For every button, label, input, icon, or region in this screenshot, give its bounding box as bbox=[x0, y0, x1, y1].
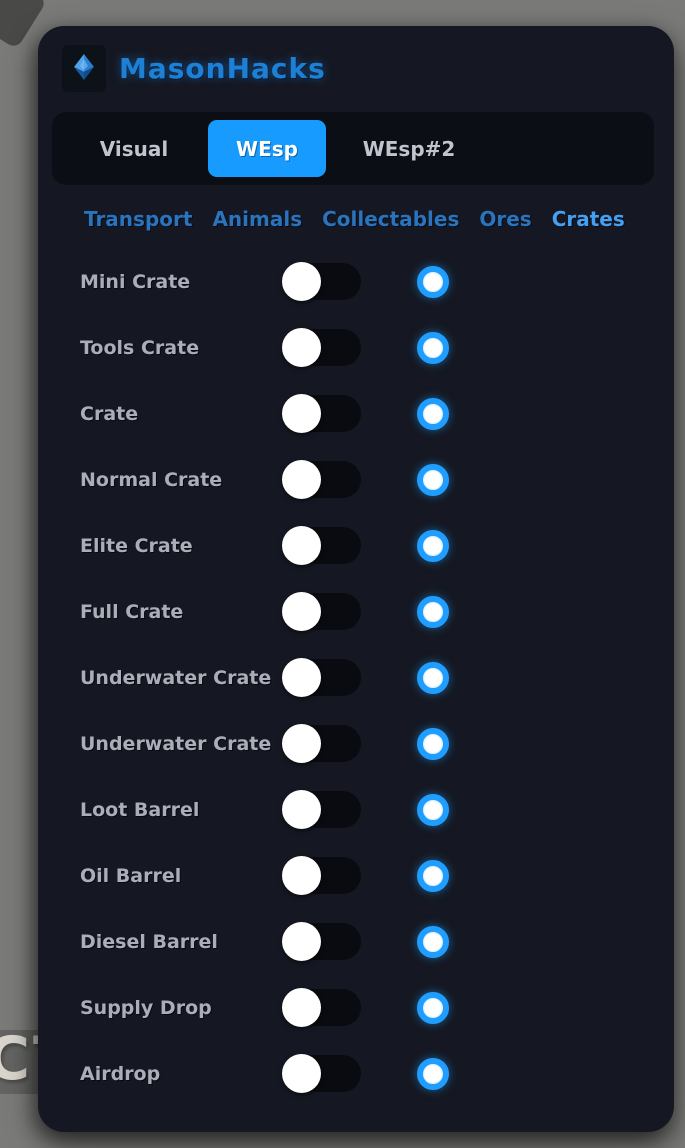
item-toggle[interactable] bbox=[282, 328, 361, 367]
toggle-knob[interactable] bbox=[282, 592, 321, 631]
subtab-animals[interactable]: Animals bbox=[212, 207, 303, 231]
color-swatch[interactable] bbox=[417, 266, 449, 298]
subtab-crates[interactable]: Crates bbox=[551, 207, 625, 231]
color-swatch[interactable] bbox=[417, 662, 449, 694]
item-toggle[interactable] bbox=[282, 526, 361, 565]
item-label: Loot Barrel bbox=[80, 799, 200, 821]
color-swatch[interactable] bbox=[417, 794, 449, 826]
toggle-knob[interactable] bbox=[282, 724, 321, 763]
item-toggle[interactable] bbox=[282, 262, 361, 301]
color-swatch[interactable] bbox=[417, 464, 449, 496]
list-item: Crate bbox=[38, 381, 674, 447]
item-toggle[interactable] bbox=[282, 988, 361, 1027]
item-toggle[interactable] bbox=[282, 724, 361, 763]
subtab-transport[interactable]: Transport bbox=[84, 207, 193, 231]
item-label: Diesel Barrel bbox=[80, 931, 218, 953]
toggle-knob[interactable] bbox=[282, 856, 321, 895]
list-item: Full Crate bbox=[38, 579, 674, 645]
toggle-knob[interactable] bbox=[282, 1054, 321, 1093]
item-label: Supply Drop bbox=[80, 997, 212, 1019]
item-label: Tools Crate bbox=[80, 337, 200, 359]
tab-wesp[interactable]: WEsp bbox=[208, 120, 326, 177]
toggle-knob[interactable] bbox=[282, 526, 321, 565]
item-toggle[interactable] bbox=[282, 394, 361, 433]
list-item: Airdrop bbox=[38, 1041, 674, 1107]
color-swatch[interactable] bbox=[417, 398, 449, 430]
item-label: Airdrop bbox=[80, 1063, 161, 1085]
list-item: Elite Crate bbox=[38, 513, 674, 579]
toggle-knob[interactable] bbox=[282, 988, 321, 1027]
subtab-bar: Transport Animals Collectables Ores Crat… bbox=[84, 207, 625, 231]
item-label: Underwater Crate bbox=[80, 667, 272, 689]
menu-panel: MasonHacks Visual WEsp WEsp#2 Transport … bbox=[38, 26, 674, 1132]
color-swatch[interactable] bbox=[417, 332, 449, 364]
color-swatch[interactable] bbox=[417, 1058, 449, 1090]
item-toggle[interactable] bbox=[282, 592, 361, 631]
toggle-knob[interactable] bbox=[282, 790, 321, 829]
list-item: Underwater Crate bbox=[38, 711, 674, 777]
item-list: Mini Crate Tools Crate Crate Normal Crat… bbox=[38, 249, 674, 1107]
item-label: Elite Crate bbox=[80, 535, 193, 557]
toggle-knob[interactable] bbox=[282, 328, 321, 367]
list-item: Oil Barrel bbox=[38, 843, 674, 909]
item-toggle[interactable] bbox=[282, 856, 361, 895]
tab-visual[interactable]: Visual bbox=[99, 136, 169, 161]
toggle-knob[interactable] bbox=[282, 658, 321, 697]
color-swatch[interactable] bbox=[417, 860, 449, 892]
item-label: Oil Barrel bbox=[80, 865, 182, 887]
item-toggle[interactable] bbox=[282, 922, 361, 961]
page-title: MasonHacks bbox=[119, 52, 326, 85]
subtab-collectables[interactable]: Collectables bbox=[322, 207, 460, 231]
color-swatch[interactable] bbox=[417, 596, 449, 628]
item-label: Mini Crate bbox=[80, 271, 191, 293]
toggle-knob[interactable] bbox=[282, 262, 321, 301]
color-swatch[interactable] bbox=[417, 530, 449, 562]
gem-icon bbox=[71, 52, 97, 86]
toggle-knob[interactable] bbox=[282, 922, 321, 961]
toggle-knob[interactable] bbox=[282, 394, 321, 433]
item-label: Full Crate bbox=[80, 601, 184, 623]
toggle-knob[interactable] bbox=[282, 460, 321, 499]
color-swatch[interactable] bbox=[417, 992, 449, 1024]
item-label: Crate bbox=[80, 403, 139, 425]
color-swatch[interactable] bbox=[417, 926, 449, 958]
list-item: Tools Crate bbox=[38, 315, 674, 381]
item-toggle[interactable] bbox=[282, 790, 361, 829]
list-item: Mini Crate bbox=[38, 249, 674, 315]
item-label: Normal Crate bbox=[80, 469, 223, 491]
tab-bar: Visual WEsp WEsp#2 bbox=[52, 112, 654, 185]
list-item: Underwater Crate bbox=[38, 645, 674, 711]
tab-wesp2[interactable]: WEsp#2 bbox=[362, 136, 456, 161]
list-item: Normal Crate bbox=[38, 447, 674, 513]
list-item: Diesel Barrel bbox=[38, 909, 674, 975]
color-swatch[interactable] bbox=[417, 728, 449, 760]
subtab-ores[interactable]: Ores bbox=[479, 207, 532, 231]
item-toggle[interactable] bbox=[282, 460, 361, 499]
list-item: Supply Drop bbox=[38, 975, 674, 1041]
item-toggle[interactable] bbox=[282, 1054, 361, 1093]
list-item: Loot Barrel bbox=[38, 777, 674, 843]
item-label: Underwater Crate bbox=[80, 733, 272, 755]
app-logo bbox=[62, 45, 106, 92]
item-toggle[interactable] bbox=[282, 658, 361, 697]
header: MasonHacks bbox=[62, 45, 326, 92]
